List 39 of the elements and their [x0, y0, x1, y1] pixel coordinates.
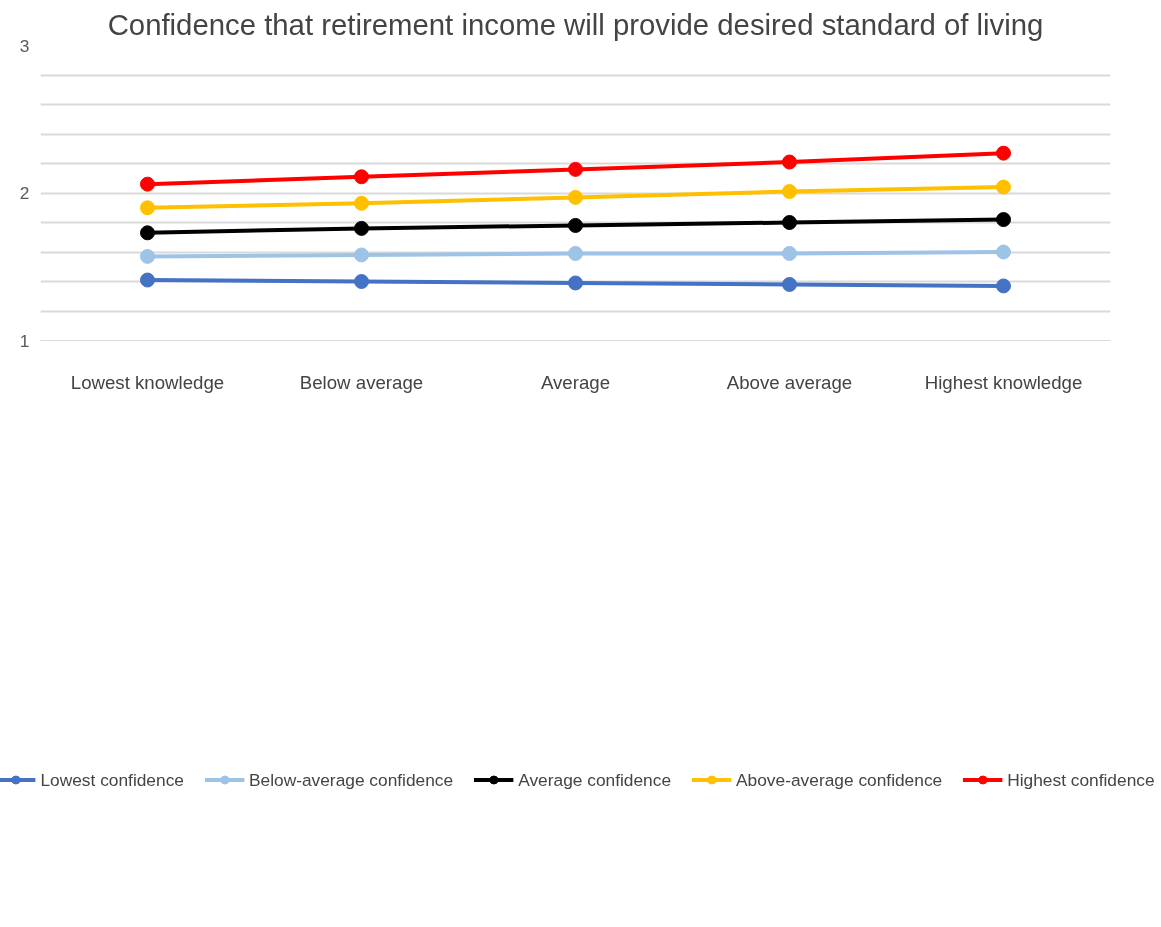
chart-title: Confidence that retirement income will provide desired standard of living	[107, 7, 1044, 41]
point	[996, 179, 1011, 195]
point	[354, 247, 369, 263]
point	[782, 276, 797, 292]
y-tick-label: 3	[19, 35, 30, 56]
point	[782, 245, 797, 261]
point	[996, 212, 1011, 228]
x-tick-label: Highest knowledge	[924, 371, 1083, 393]
point	[568, 189, 583, 205]
x-tick-label: Average	[540, 371, 611, 393]
point	[140, 200, 155, 216]
point	[996, 145, 1011, 161]
legend-label: Above-average confidence	[736, 769, 943, 791]
x-tick-label: Above average	[726, 371, 853, 393]
y-tick-label: 2	[19, 183, 30, 203]
point	[568, 161, 583, 177]
legend-label: Average confidence	[518, 769, 672, 791]
point	[354, 274, 369, 289]
legend-label: Lowest confidence	[40, 769, 184, 791]
point	[568, 275, 583, 291]
point	[140, 248, 155, 264]
point	[140, 225, 155, 241]
point	[996, 244, 1011, 260]
point	[782, 215, 797, 230]
point	[568, 217, 583, 233]
legend-label: Highest confidence	[1007, 769, 1155, 791]
y-tick-label: 1	[19, 330, 30, 351]
point	[782, 184, 797, 200]
x-tick-label: Lowest knowledge	[70, 371, 225, 393]
point	[140, 272, 155, 288]
x-tick-label: Below average	[299, 371, 424, 393]
point	[140, 176, 155, 192]
point	[354, 195, 369, 211]
legend-label: Below-average confidence	[248, 769, 454, 791]
point	[354, 220, 369, 236]
point	[568, 245, 583, 261]
point	[782, 154, 797, 170]
point	[996, 278, 1011, 294]
point	[354, 169, 369, 185]
